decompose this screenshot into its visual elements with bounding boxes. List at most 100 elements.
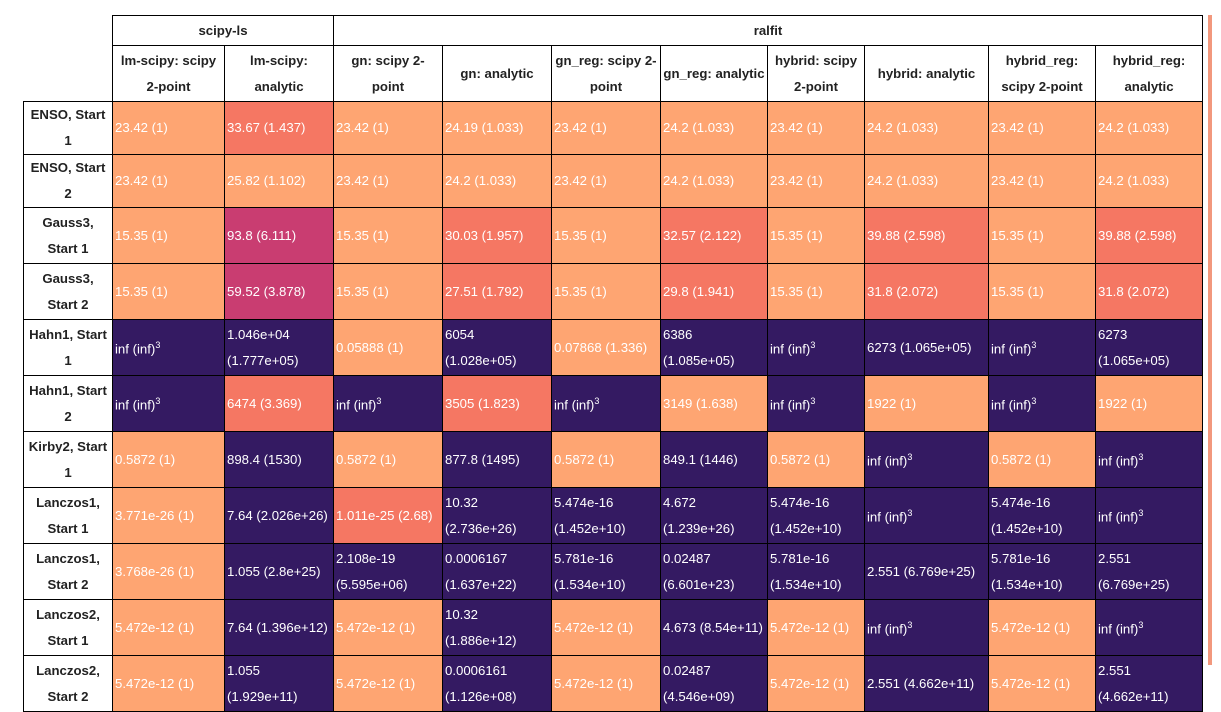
cell-value: 24.19 (1.033) (445, 120, 524, 135)
cell-value: 6386 (1.085e+05) (663, 326, 735, 368)
table-cell: 23.42 (1) (767, 101, 865, 155)
table-cell: inf (inf)3 (864, 487, 989, 544)
scrollbar-accent (1208, 15, 1212, 665)
cell-value: inf (inf) (867, 453, 908, 469)
table-cell: 23.42 (1) (112, 101, 225, 155)
cell-value: 23.42 (1) (115, 173, 168, 188)
table-cell: 877.8 (1495) (442, 431, 552, 488)
cell-value: 6054 (1.028e+05) (445, 326, 517, 368)
cell-value: 5.472e-12 (1) (770, 619, 850, 635)
row-header: ENSO, Start 1 (23, 101, 113, 155)
table-cell: 0.5872 (1) (112, 431, 225, 488)
cell-value: 4.672 (1.239e+26) (663, 494, 735, 536)
table-cell: 1922 (1) (864, 375, 989, 432)
cell-value: 1.055 (2.8e+25) (227, 563, 321, 579)
cell-value: 2.551 (6.769e+25) (867, 563, 976, 579)
row-header: Lanczos1, Start 1 (23, 487, 113, 544)
table-row: Lanczos1, Start 2 3.768e-26 (1) 1.055 (2.8… (23, 543, 1203, 600)
table-cell: 15.35 (1) (767, 263, 865, 320)
table-cell: inf (inf)3 (333, 375, 443, 432)
row-header: Hahn1, Start 2 (23, 375, 113, 432)
table-cell: 4.672 (1.239e+26) (660, 487, 768, 544)
table-cell: 1922 (1) (1095, 375, 1203, 432)
footnote-marker: 3 (810, 340, 816, 351)
cell-value: 4.673 (8.54e+11) (663, 619, 763, 635)
table-cell: 7.64 (1.396e+12) (224, 599, 334, 656)
column-header: hybrid: scipy 2-point (767, 45, 865, 102)
footnote-marker: 3 (1031, 340, 1037, 351)
cell-value: 6273 (1.065e+05) (867, 339, 972, 355)
table-cell: 0.07868 (1.336) (551, 319, 661, 376)
table-body: ENSO, Start 1 23.42 (1) 33.67 (1.437) 23.42… (23, 101, 1203, 712)
table-cell: 2.108e-19 (5.595e+06) (333, 543, 443, 600)
table-cell: 33.67 (1.437) (224, 101, 334, 155)
cell-value: 23.42 (1) (115, 120, 168, 135)
cell-value: 24.2 (1.033) (663, 120, 735, 135)
table-row: ENSO, Start 1 23.42 (1) 33.67 (1.437) 23.42… (23, 101, 1203, 155)
cell-value: inf (inf) (867, 509, 908, 525)
column-header: gn_reg: analytic (660, 45, 768, 102)
table-cell: 31.8 (2.072) (864, 263, 989, 320)
group-header-scipy-ls: scipy-ls (112, 15, 334, 46)
table-cell: 3.768e-26 (1) (112, 543, 225, 600)
table-cell: 0.5872 (1) (551, 431, 661, 488)
cell-value: inf (inf) (336, 397, 377, 413)
cell-value: 2.551 (4.662e+11) (867, 675, 975, 691)
table-row: Gauss3, Start 2 15.35 (1) 59.52 (3.878) 15.… (23, 263, 1203, 320)
cell-value: 0.07868 (1.336) (554, 339, 648, 355)
group-header-ralfit: ralfit (333, 15, 1203, 46)
cell-value: 2.551 (6.769e+25) (1098, 550, 1170, 592)
cell-value: 23.42 (1) (770, 120, 823, 135)
cell-value: 5.472e-12 (1) (115, 619, 195, 635)
table-cell: 5.474e-16 (1.452e+10) (988, 487, 1096, 544)
row-header: Gauss3, Start 1 (23, 207, 113, 264)
cell-value: 5.781e-16 (1.534e+10) (554, 550, 626, 592)
table-cell: 24.2 (1.033) (660, 154, 768, 208)
cell-value: 5.472e-12 (1) (554, 619, 634, 635)
cell-value: 0.5872 (1) (770, 451, 831, 467)
table-cell: 0.05888 (1) (333, 319, 443, 376)
row-header: Gauss3, Start 2 (23, 263, 113, 320)
cell-value: 39.88 (2.598) (867, 227, 946, 243)
column-header: hybrid_reg: analytic (1095, 45, 1203, 102)
cell-value: 1.046e+04 (1.777e+05) (227, 326, 299, 368)
cell-value: 24.2 (1.033) (1098, 120, 1170, 135)
table-cell: 2.551 (6.769e+25) (1095, 543, 1203, 600)
table-cell: 7.64 (2.026e+26) (224, 487, 334, 544)
table-cell: 24.2 (1.033) (1095, 101, 1203, 155)
cell-value: 5.474e-16 (1.452e+10) (770, 494, 842, 536)
table-cell: 24.2 (1.033) (864, 101, 989, 155)
cell-value: 1922 (1) (1098, 395, 1148, 411)
table-cell: inf (inf)3 (1095, 599, 1203, 656)
table-cell: 3149 (1.638) (660, 375, 768, 432)
cell-value: 59.52 (3.878) (227, 283, 306, 299)
cell-value: 31.8 (2.072) (867, 283, 939, 299)
table-cell: 23.42 (1) (767, 154, 865, 208)
cell-value: 3149 (1.638) (663, 395, 738, 411)
cell-value: 7.64 (1.396e+12) (227, 619, 328, 635)
cell-value: inf (inf) (991, 397, 1032, 413)
table-cell: 10.32 (1.886e+12) (442, 599, 552, 656)
cell-value: 23.42 (1) (336, 120, 389, 135)
cell-value: 24.2 (1.033) (663, 173, 735, 188)
table-cell: 0.5872 (1) (988, 431, 1096, 488)
cell-value: 32.57 (2.122) (663, 227, 742, 243)
cell-value: 0.0006167 (1.637e+22) (445, 550, 517, 592)
table-cell: 23.42 (1) (551, 101, 661, 155)
table-cell: 15.35 (1) (333, 263, 443, 320)
group-header-row: scipy-ls ralfit (23, 15, 1203, 46)
column-header: lm-scipy: analytic (224, 45, 334, 102)
cell-value: 24.2 (1.033) (445, 173, 517, 188)
cell-value: 25.82 (1.102) (227, 173, 306, 188)
cell-value: 2.108e-19 (5.595e+06) (336, 550, 408, 592)
cell-value: inf (inf) (115, 397, 156, 413)
cell-value: 5.472e-12 (1) (770, 675, 850, 691)
table-cell: 23.42 (1) (112, 154, 225, 208)
table-cell: 5.472e-12 (1) (112, 599, 225, 656)
cell-value: 39.88 (2.598) (1098, 227, 1177, 243)
table-cell: 15.35 (1) (551, 207, 661, 264)
table-cell: 5.474e-16 (1.452e+10) (767, 487, 865, 544)
column-header: gn: scipy 2-point (333, 45, 443, 102)
table-cell: 39.88 (2.598) (1095, 207, 1203, 264)
cell-value: 5.472e-12 (1) (115, 675, 195, 691)
